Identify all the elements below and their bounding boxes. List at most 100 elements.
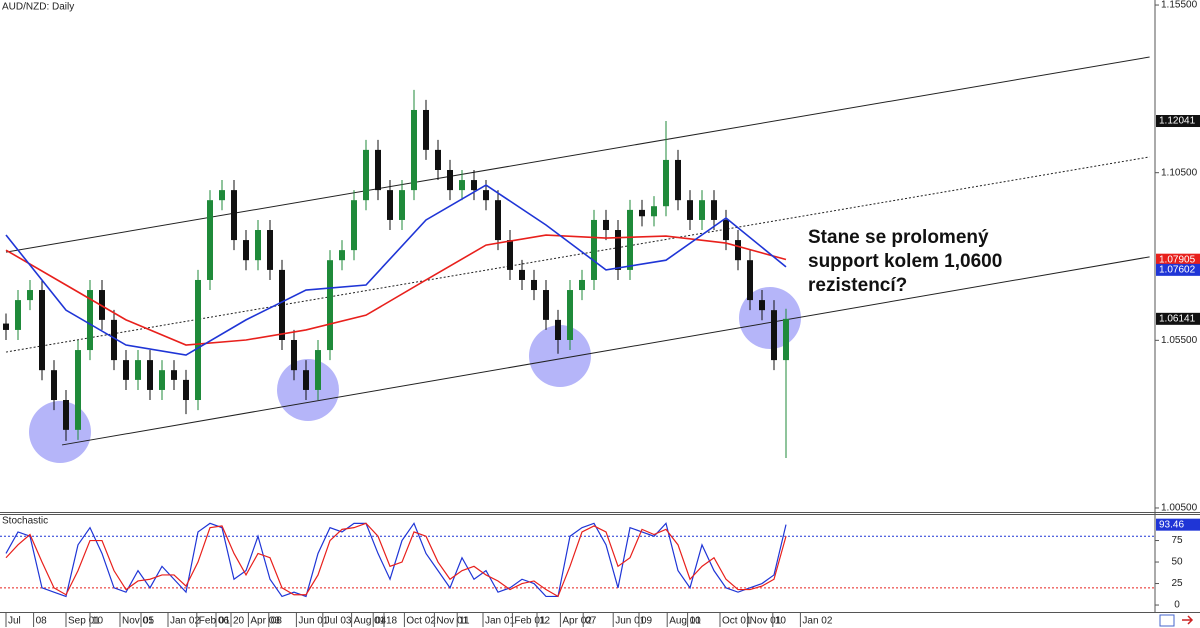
price-tag-label: 1.07905 — [1159, 254, 1196, 265]
title-box — [1, 1, 61, 13]
highlight-circles — [29, 287, 801, 463]
price-tag-label: 1.06141 — [1159, 313, 1196, 324]
y-tick-label: 1.15500 — [1161, 0, 1198, 11]
price-tag-label: 1.12041 — [1159, 116, 1196, 127]
x-tick-label: 07 — [585, 616, 597, 627]
candle-body — [339, 250, 345, 261]
candle-body — [747, 260, 753, 301]
x-tick-label: Oct 02 — [406, 616, 436, 627]
indicator-title: Stochastic — [2, 516, 48, 527]
x-tick-label: Apr 02 — [562, 616, 592, 627]
chart-title: AUD/NZD: Daily — [2, 2, 74, 13]
candle-body — [771, 310, 777, 361]
candle-body — [519, 269, 525, 280]
candle-body — [267, 230, 273, 270]
candle-body — [63, 400, 69, 430]
candle-body — [315, 350, 321, 390]
channel-line — [5, 56, 1150, 253]
candle-body — [135, 360, 141, 380]
candle-body — [471, 180, 477, 191]
candle-body — [255, 230, 261, 261]
candle-body — [783, 318, 789, 361]
highlight — [29, 401, 91, 463]
moving-average — [5, 234, 787, 346]
candle-body — [279, 269, 285, 340]
candle-body — [195, 279, 201, 401]
x-tick-label: Nov 01 — [122, 616, 154, 627]
candle-body — [87, 290, 93, 351]
x-tick-label: Apr 03 — [250, 616, 280, 627]
x-tick-label: Jul 03 — [325, 616, 352, 627]
candle-body — [555, 319, 561, 340]
candle-body — [99, 290, 105, 320]
x-tick-label: Oct 01 — [722, 616, 752, 627]
y-tick-label: 1.00500 — [1161, 503, 1198, 514]
highlight — [277, 359, 339, 421]
x-tick-label: Jul — [8, 616, 21, 627]
annotation: support kolem 1,0600 — [808, 251, 1002, 272]
candle-body — [507, 240, 513, 270]
candle-body — [159, 370, 165, 390]
candle-body — [171, 370, 177, 380]
x-tick-label: Feb 01 — [514, 616, 546, 627]
candle-body — [483, 190, 489, 201]
x-tick-label: 09 — [641, 616, 653, 627]
candle-body — [183, 379, 189, 401]
candle-body — [375, 149, 381, 191]
y-tick-label: 50 — [1171, 557, 1183, 568]
x-tick-label: 10 — [92, 616, 104, 627]
x-tick-label: Jun 01 — [298, 616, 328, 627]
candle-body — [75, 350, 81, 430]
candle-body — [687, 200, 693, 220]
moving-average — [5, 184, 787, 356]
x-tick-label: Aug 01 — [354, 616, 386, 627]
x-tick-label: Nov 01 — [436, 616, 468, 627]
price-tag — [1156, 518, 1200, 531]
x-tick-label: 20 — [233, 616, 245, 627]
candle-body — [291, 339, 297, 371]
candle-body — [531, 279, 537, 291]
candle-body — [759, 300, 765, 311]
candle-body — [351, 200, 357, 251]
candle-body — [639, 209, 645, 217]
candle-body — [615, 230, 621, 270]
annotation: Stane se prolomený — [808, 227, 989, 248]
x-tick-label: Jun 01 — [615, 616, 645, 627]
candle-body — [495, 200, 501, 241]
x-tick-label: Nov 01 — [750, 616, 782, 627]
y-tick-label: 1.05500 — [1161, 335, 1198, 346]
candle-body — [27, 290, 33, 301]
candle-body — [231, 190, 237, 241]
candle-body — [567, 290, 573, 340]
corner-icons — [1159, 614, 1194, 627]
x-tick-label: Feb 01 — [199, 616, 231, 627]
price-tag — [1156, 115, 1200, 128]
x-tick-label: Jan 01 — [485, 616, 515, 627]
candle-body — [435, 149, 441, 170]
price-tag-label: 93.46 — [1159, 519, 1184, 530]
candle-body — [111, 319, 117, 361]
candle-body — [423, 109, 429, 150]
candle-body — [651, 206, 657, 217]
candle-body — [3, 323, 9, 330]
candle-body — [459, 180, 465, 191]
candle-body — [411, 109, 417, 191]
candle-body — [399, 190, 405, 220]
candle-body — [447, 169, 453, 191]
candle-body — [51, 370, 57, 401]
channel-line — [61, 256, 1150, 446]
icon — [1159, 614, 1175, 627]
candle-body — [663, 159, 669, 207]
candle-body — [723, 219, 729, 241]
x-tick-label: 08 — [36, 616, 48, 627]
x-tick-label: 18 — [386, 616, 398, 627]
candle-body — [327, 260, 333, 351]
x-tick-label: 04 — [375, 616, 387, 627]
candle-body — [303, 370, 309, 390]
price-tag-label: 1.07602 — [1159, 264, 1196, 275]
candle-body — [699, 200, 705, 220]
x-tick-label: Aug 01 — [669, 616, 701, 627]
x-tick-label: 06 — [218, 616, 230, 627]
